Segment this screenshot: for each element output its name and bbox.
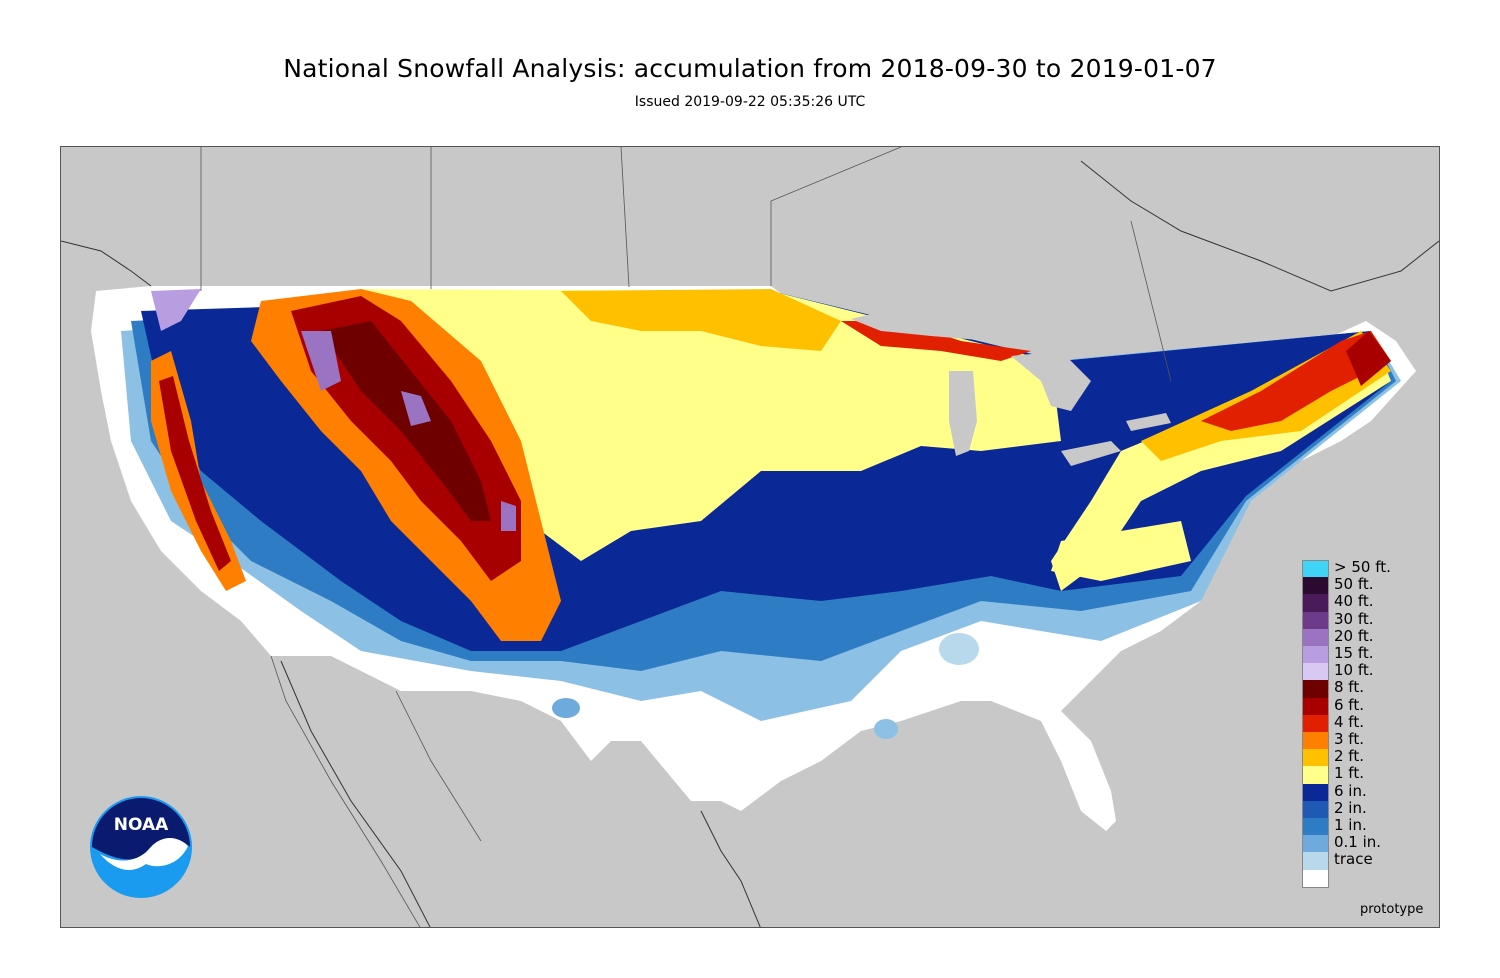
legend-label: 15 ft.: [1334, 644, 1374, 662]
lake-ontario: [1126, 413, 1171, 431]
noaa-logo-icon: NOAA: [90, 796, 192, 898]
snow-zone-15ft-peaks: [301, 331, 341, 391]
legend-label: 4 ft.: [1334, 712, 1364, 731]
legend-swatch: [1302, 800, 1329, 819]
snow-zone-15ft-peaks-2: [401, 391, 431, 426]
snow-zone-1ft-ohio: [1051, 521, 1191, 581]
legend-swatch: [1302, 852, 1329, 871]
map-title: National Snowfall Analysis: accumulation…: [283, 54, 1217, 83]
snow-zone-trace-georgia: [939, 633, 979, 665]
legend-label: 0.1 in.: [1334, 833, 1382, 852]
legend-swatch: [1302, 783, 1329, 802]
legend-swatch: [1302, 732, 1329, 750]
coastline: [61, 160, 1439, 927]
legend-swatch: [1302, 749, 1329, 768]
legend-swatch: [1302, 594, 1329, 613]
legend-label: 20 ft.: [1334, 626, 1374, 645]
lake-superior: [851, 307, 1011, 341]
legend-swatch: [1302, 611, 1329, 630]
state-borders: [200, 147, 1172, 927]
legend-label: 2 in.: [1334, 798, 1367, 817]
snowfall-map: [60, 146, 1440, 928]
snow-zone-4ft-ne: [1201, 331, 1391, 431]
legend-label: 8 ft.: [1334, 678, 1364, 697]
noaa-logo: NOAA: [88, 794, 194, 904]
legend-label: 10 ft.: [1334, 661, 1374, 680]
lake-huron: [1011, 351, 1091, 411]
legend-swatch: [1302, 663, 1329, 682]
legend-swatch: [1302, 628, 1329, 647]
legend-swatch: [1302, 835, 1329, 854]
snow-zone-1ft: [361, 289, 1061, 561]
legend-swatch: [1302, 818, 1329, 836]
legend-label: 6 ft.: [1334, 695, 1364, 714]
legend-label: > 50 ft.: [1334, 558, 1391, 576]
legend-swatch: [1302, 714, 1329, 733]
map-canvas: [61, 147, 1439, 927]
legend-label: 1 ft.: [1334, 764, 1364, 783]
legend-label: 3 ft.: [1334, 730, 1364, 748]
snow-zone-trace-texas: [552, 698, 580, 718]
legend-label: 2 ft.: [1334, 747, 1364, 766]
legend-swatch: [1302, 577, 1329, 596]
snow-zone-6ft-sierra: [159, 376, 231, 571]
legend-swatch: [1302, 697, 1329, 716]
legend-swatch: [1302, 766, 1329, 785]
snow-zone-10ft-peaks: [151, 289, 201, 331]
legend-swatch: [1302, 646, 1329, 664]
legend-swatch: [1302, 869, 1329, 888]
legend-label: 30 ft.: [1334, 609, 1374, 628]
noaa-logo-text: NOAA: [114, 815, 169, 835]
issued-timestamp: Issued 2019-09-22 05:35:26 UTC: [634, 94, 866, 110]
lake-michigan: [949, 371, 977, 456]
legend-swatch: [1302, 680, 1329, 699]
snow-zone-2ft-north: [561, 289, 841, 351]
lake-erie: [1061, 441, 1121, 466]
snow-zone-6ft-maine: [1346, 331, 1391, 386]
legend-label: 6 in.: [1334, 781, 1367, 800]
snow-zone-8ft-rockies: [321, 321, 491, 521]
legend-swatch: [1302, 560, 1329, 578]
legend-label: 40 ft.: [1334, 592, 1374, 611]
snow-zone-15ft-peaks-3: [501, 501, 516, 531]
prototype-watermark: prototype: [1360, 902, 1424, 917]
legend-label: 50 ft.: [1334, 575, 1374, 594]
snow-zone-trace-louisiana: [874, 719, 898, 739]
legend-label: 1 in.: [1334, 816, 1367, 834]
legend-label: trace: [1334, 850, 1373, 869]
